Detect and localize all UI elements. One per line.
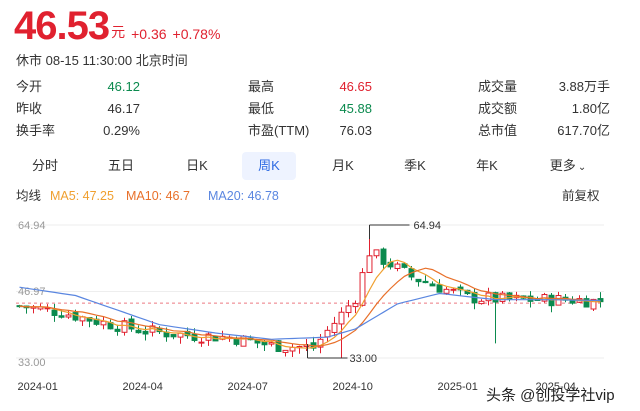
stat-value: 1.80亿: [571, 101, 610, 116]
candle-body: [268, 342, 275, 345]
ma10-label: MA10: 46.7: [126, 189, 190, 203]
candle-body: [261, 341, 268, 346]
candle-body: [275, 340, 282, 352]
stat-label: 昨收: [16, 101, 43, 116]
market-status: 休市 08-15 11:30:00 北京时间: [16, 53, 188, 68]
ma20-label: MA20: 46.78: [208, 189, 279, 203]
adjust-toggle[interactable]: 前复权: [562, 189, 600, 203]
tab-weekly-k[interactable]: 周K: [242, 152, 296, 180]
y-axis-label: 33.00: [18, 357, 46, 369]
candle-body: [443, 288, 450, 294]
ma5-line: [19, 259, 601, 349]
candle-body: [359, 272, 366, 306]
ma20-line: [19, 286, 601, 340]
ma-legend: 均线 MA5: 47.25 MA10: 46.7 MA20: 46.78 前复权: [16, 188, 610, 204]
candle-body: [590, 298, 597, 310]
candle-body: [499, 292, 506, 302]
y-axis-label: 46.97: [18, 286, 46, 298]
candle-body: [450, 288, 457, 291]
stat-value: 46.65: [339, 79, 372, 94]
stat-label: 成交量: [478, 79, 518, 94]
candle-body: [282, 349, 289, 353]
candle-body: [51, 309, 58, 316]
stat-label: 市盈(TTM): [248, 123, 310, 138]
stats-row: 换手率 0.29% 市盈(TTM) 76.03 总市值 617.70亿: [16, 120, 610, 142]
candle-body: [135, 329, 142, 334]
candle-body: [478, 300, 485, 305]
stat-value: 617.70亿: [557, 123, 610, 138]
stat-label: 总市值: [478, 123, 518, 138]
candle-body: [338, 311, 345, 325]
ma10-line: [19, 267, 601, 347]
stat-label: 换手率: [16, 123, 56, 138]
candle-body: [422, 280, 429, 284]
candle-body: [583, 298, 590, 308]
low-annotation-label: 33.00: [350, 353, 378, 365]
candle-body: [401, 263, 408, 268]
candle-body: [114, 328, 121, 332]
candle-body: [121, 320, 128, 333]
candle-body: [429, 283, 436, 287]
candle-body: [58, 315, 65, 318]
stats-row: 今开 46.12 最高 46.65 成交量 3.88万手: [16, 76, 610, 98]
tab-monthly-k[interactable]: 月K: [332, 158, 354, 173]
current-price: 46.53: [14, 4, 110, 48]
candle-body: [72, 312, 79, 321]
candle-body: [331, 322, 338, 333]
stat-value: 76.03: [339, 123, 372, 138]
stat-label: 成交额: [478, 101, 518, 116]
stat-value: 46.17: [107, 101, 140, 116]
stat-value: 0.29%: [103, 123, 140, 138]
stat-value: 45.88: [339, 101, 372, 116]
candle-body: [415, 278, 422, 283]
price-unit: 元: [111, 24, 126, 40]
x-axis-label: 2024-07: [228, 381, 268, 393]
x-axis-label: 2024-04: [123, 381, 163, 393]
stat-label: 最低: [248, 101, 275, 116]
price-header: 46.53 元 +0.36 +0.78%: [14, 4, 220, 48]
stat-label: 今开: [16, 79, 43, 94]
candle-body: [170, 334, 177, 338]
tab-more[interactable]: 更多 ⌄: [538, 152, 598, 180]
candle-body: [352, 303, 359, 308]
candle-body: [324, 329, 331, 338]
tab-quarterly-k[interactable]: 季K: [404, 158, 426, 173]
candle-body: [317, 338, 324, 348]
candle-body: [394, 263, 401, 270]
x-axis-label: 2025-04: [536, 381, 576, 393]
tab-yearly-k[interactable]: 年K: [476, 158, 498, 173]
candle-body: [345, 305, 352, 314]
candle-body: [198, 341, 205, 344]
ma5-label: MA5: 47.25: [50, 189, 114, 203]
x-axis-label: 2025-01: [438, 381, 478, 393]
high-annotation-label: 64.94: [414, 220, 442, 232]
candle-body: [65, 314, 72, 318]
price-change-pct: +0.78%: [172, 26, 221, 42]
candle-body: [128, 318, 135, 330]
y-axis-label: 64.94: [18, 220, 46, 232]
quote-stats: 今开 46.12 最高 46.65 成交量 3.88万手 昨收 46.17 最低…: [16, 76, 610, 142]
period-tabs: 分时 五日 日K 周K 月K 季K 年K 更多 ⌄: [14, 152, 614, 180]
stats-row: 昨收 46.17 最低 45.88 成交额 1.80亿: [16, 98, 610, 120]
x-axis-label: 2024-10: [333, 381, 373, 393]
candle-body: [380, 248, 387, 265]
stat-label: 最高: [248, 79, 275, 94]
candle-body: [100, 320, 107, 326]
candle-body: [142, 330, 149, 335]
stat-value: 46.12: [107, 79, 140, 94]
tab-more-label: 更多: [549, 158, 576, 173]
watermark: 头条 @创投学社vip: [486, 387, 615, 404]
chevron-down-icon: ⌄: [577, 162, 587, 173]
tab-intraday[interactable]: 分时: [31, 158, 58, 173]
kline-chart[interactable]: 64.94 46.97 33.00 64.94 33.00 2024-01 2024-04 2…: [0, 208, 640, 411]
stat-value: 3.88万手: [558, 79, 610, 94]
candle-body: [366, 255, 373, 273]
tab-five-day[interactable]: 五日: [107, 158, 134, 173]
candle-body: [436, 284, 443, 293]
x-axis-label: 2024-01: [18, 381, 58, 393]
candle-body: [373, 249, 380, 257]
price-change: +0.36: [131, 26, 167, 42]
tab-daily-k[interactable]: 日K: [186, 158, 208, 173]
ma-legend-title: 均线: [16, 189, 42, 203]
